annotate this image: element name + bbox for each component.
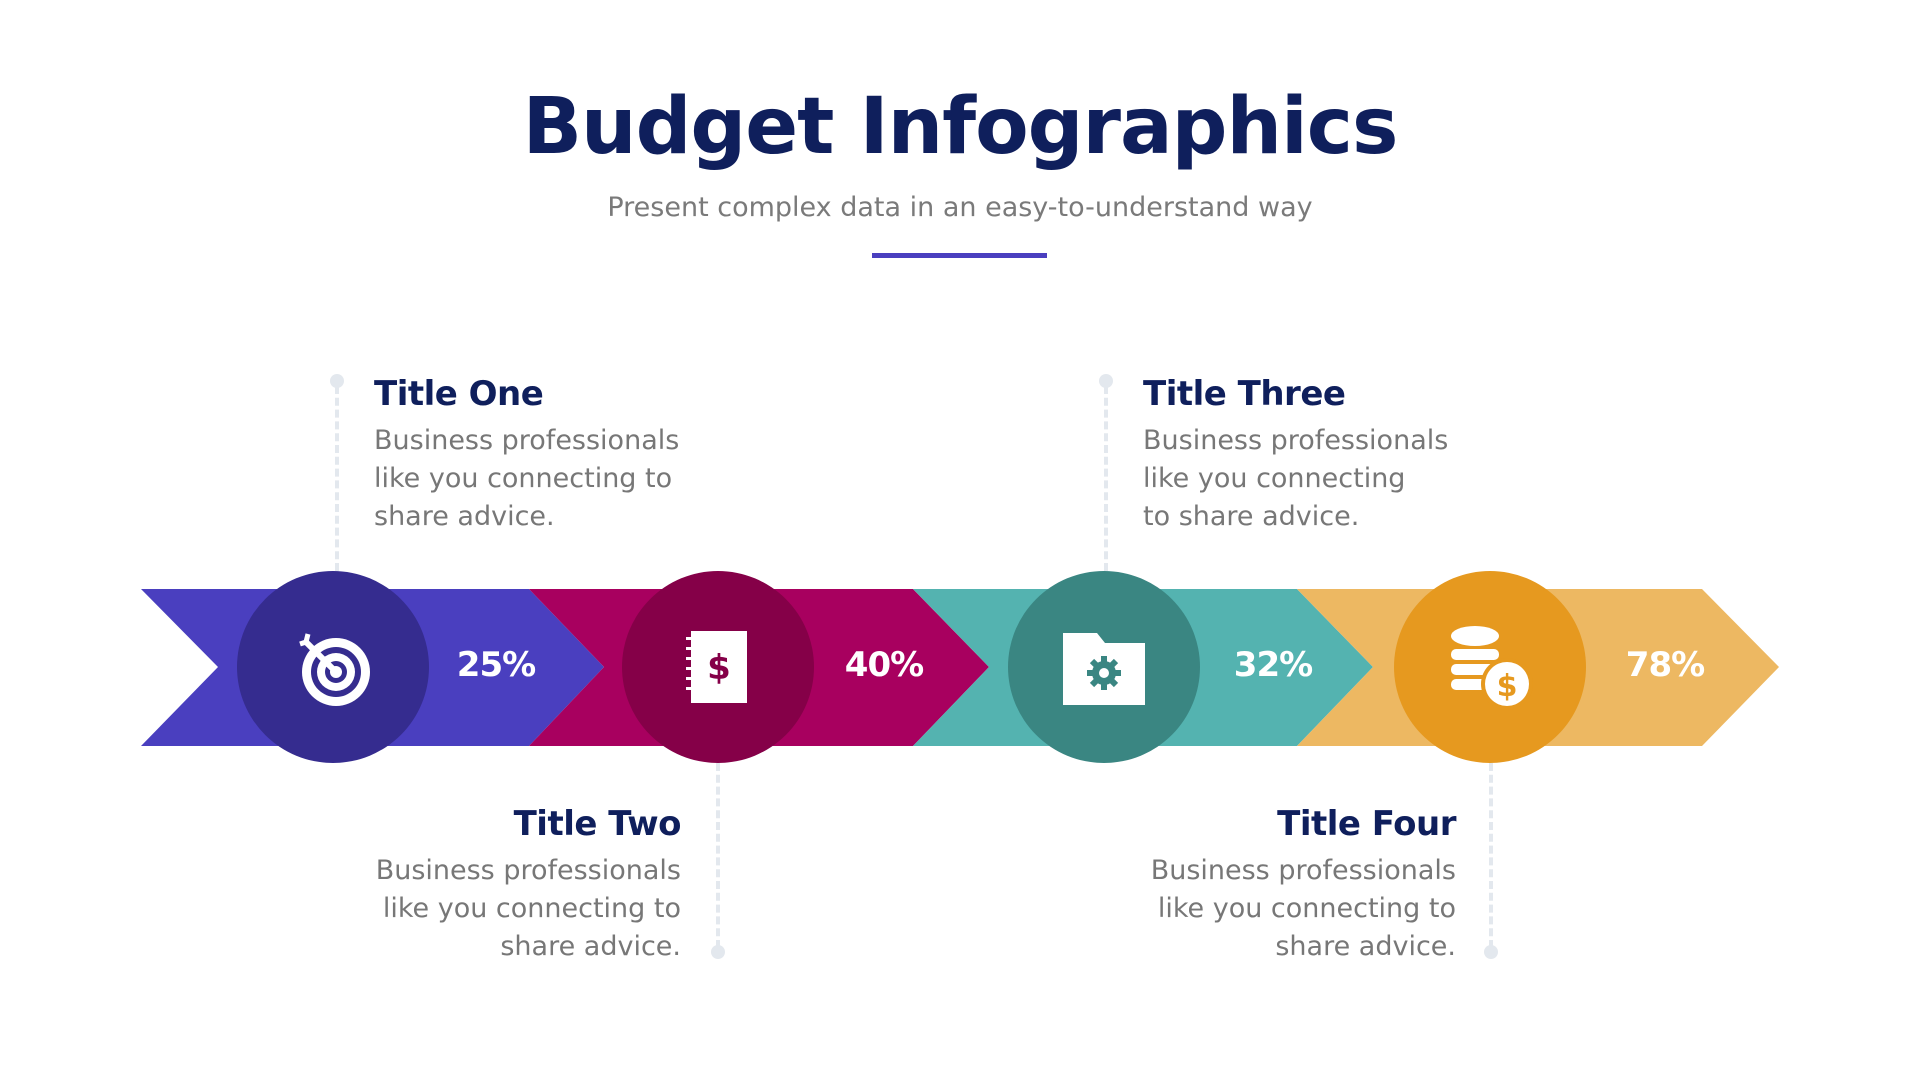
step-3-circle	[1008, 571, 1200, 763]
step-2-text: Title Two Business professionals like yo…	[375, 804, 682, 966]
page-subtitle: Present complex data in an easy-to-under…	[607, 192, 1313, 223]
step-3-line: like you connecting	[1143, 463, 1406, 494]
target-icon	[299, 633, 370, 706]
step-4-line: Business professionals	[1150, 855, 1456, 886]
step-1-percent: 25%	[456, 645, 536, 685]
step-2-line: Business professionals	[375, 855, 681, 886]
svg-text:$: $	[1497, 669, 1518, 704]
step-1-line: share advice.	[374, 501, 555, 532]
connector-dot	[1484, 945, 1498, 959]
step-2-line: like you connecting to	[382, 893, 681, 924]
folder-gear-icon	[1063, 633, 1145, 705]
connector-line	[716, 763, 720, 948]
step-2-line: share advice.	[500, 931, 681, 962]
step-4-title: Title Four	[1277, 804, 1456, 844]
step-4-line: share advice.	[1275, 931, 1456, 962]
step-2-circle: $	[622, 571, 814, 763]
step-4-percent: 78%	[1625, 645, 1705, 685]
coins-dollar-icon: $	[1451, 626, 1533, 710]
step-2-percent: 40%	[844, 645, 924, 685]
notebook-dollar-icon: $	[686, 631, 747, 703]
step-1-line: like you connecting to	[374, 463, 673, 494]
step-2-title: Title Two	[513, 804, 682, 844]
svg-text:$: $	[707, 648, 731, 688]
step-1-line: Business professionals	[374, 425, 680, 456]
step-3-text: Title Three Business professionals like …	[1143, 374, 1448, 536]
step-1-circle	[237, 571, 429, 763]
connector-line	[335, 386, 339, 571]
step-1-text: Title One Business professionals like yo…	[374, 374, 679, 536]
step-3-title: Title Three	[1143, 374, 1346, 414]
step-1-title: Title One	[374, 374, 544, 414]
title-underline	[872, 253, 1047, 258]
connector-dot	[330, 374, 344, 388]
connector-dot	[711, 945, 725, 959]
step-4-line: like you connecting to	[1157, 893, 1456, 924]
page-title: Budget Infographics	[522, 82, 1399, 172]
step-4-text: Title Four Business professionals like y…	[1150, 804, 1457, 966]
step-3-line: to share advice.	[1143, 501, 1360, 532]
step-3-line: Business professionals	[1143, 425, 1449, 456]
step-3-percent: 32%	[1233, 645, 1313, 685]
connector-line	[1104, 386, 1108, 571]
connector-dot	[1099, 374, 1113, 388]
step-4-circle: $	[1394, 571, 1586, 763]
connector-line	[1489, 763, 1493, 948]
